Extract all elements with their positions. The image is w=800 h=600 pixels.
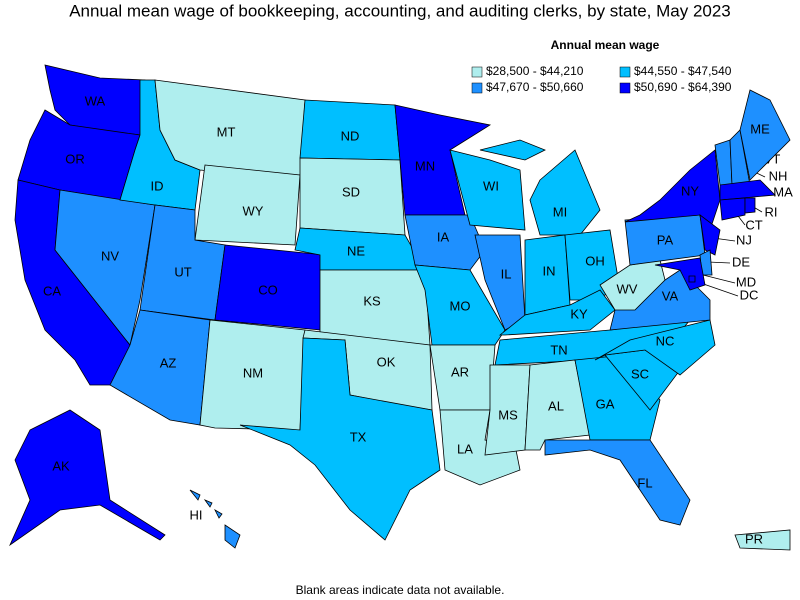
state: [734, 529, 791, 551]
state: [479, 139, 546, 161]
state: [719, 197, 746, 221]
state: [449, 149, 526, 231]
state-label: MI: [553, 204, 567, 219]
state-label: AZ: [160, 355, 177, 370]
state-label: WY: [243, 203, 264, 218]
title: Annual mean wage of bookkeeping, account…: [69, 1, 731, 20]
state-label: WI: [483, 178, 499, 193]
state-label: WV: [617, 281, 638, 296]
state-label: CO: [258, 282, 278, 297]
state-label: OR: [65, 151, 85, 166]
state-label: SC: [631, 366, 649, 381]
state-label: LA: [457, 441, 473, 456]
state-label: AR: [451, 364, 469, 379]
state: [394, 104, 492, 216]
state-label: NE: [347, 243, 365, 258]
state-label: CT: [745, 217, 762, 232]
legend-label: $50,690 - $64,390: [634, 80, 732, 94]
state-label: AL: [548, 398, 564, 413]
state-label: NY: [681, 183, 699, 198]
state-label: HI: [190, 507, 203, 522]
state: [699, 214, 721, 256]
state: [214, 508, 223, 519]
state: [484, 364, 531, 456]
state-label: AK: [52, 458, 70, 473]
state-label: ID: [151, 178, 164, 193]
state-label: KS: [363, 293, 381, 308]
state-label: NH: [769, 168, 788, 183]
state: [719, 179, 776, 201]
legend-swatch: [619, 82, 631, 94]
state: [404, 214, 486, 271]
state: [688, 275, 696, 283]
state: [544, 439, 691, 526]
state: [498, 289, 616, 336]
state: [744, 197, 756, 214]
legend-label: $47,670 - $50,660: [486, 80, 584, 94]
legend-label: $28,500 - $44,210: [486, 64, 584, 78]
state-label: CA: [43, 283, 61, 298]
state-label: VA: [662, 288, 679, 303]
state: [189, 489, 201, 501]
state: [194, 164, 301, 246]
legend-swatch: [471, 82, 483, 94]
state: [239, 337, 441, 541]
state-label: PR: [745, 531, 763, 546]
state-label: IL: [501, 266, 512, 281]
legend-title: Annual mean wage: [551, 38, 660, 52]
state-label: TX: [350, 429, 367, 444]
state-label: IA: [437, 229, 450, 244]
state-label: NC: [656, 333, 675, 348]
state-label: OH: [585, 253, 605, 268]
state: [224, 524, 241, 549]
state-label: IN: [543, 263, 556, 278]
legend-label: $44,550 - $47,540: [634, 64, 732, 78]
state-label: SD: [342, 184, 360, 199]
state-label: DE: [732, 254, 750, 269]
state-label: KY: [570, 306, 588, 321]
state-label: MT: [217, 124, 236, 139]
state: [529, 149, 601, 236]
state: [203, 499, 213, 508]
state: [739, 89, 791, 181]
state-label: NV: [101, 248, 119, 263]
state-label: MS: [498, 407, 518, 422]
state-label: MN: [415, 158, 435, 173]
legend-swatch: [619, 66, 631, 78]
state-label: FL: [637, 475, 652, 490]
state-label: PA: [657, 232, 674, 247]
state-label: WA: [85, 93, 106, 108]
state-label: DC: [740, 287, 759, 302]
state-label: TN: [550, 342, 567, 357]
state: [9, 409, 166, 547]
state-label: MO: [450, 298, 471, 313]
state-label: GA: [596, 396, 615, 411]
state-label: MD: [736, 274, 756, 289]
state-label: UT: [174, 264, 191, 279]
state: [594, 319, 716, 376]
state-label: ND: [341, 128, 360, 143]
state-label: RI: [765, 204, 778, 219]
state-label: NJ: [736, 232, 752, 247]
footnote: Blank areas indicate data not available.: [296, 583, 505, 597]
state-label: MA: [773, 184, 793, 199]
state-label: NM: [243, 365, 263, 380]
state-label: OK: [377, 354, 396, 369]
legend-swatch: [471, 66, 483, 78]
state-label: ME: [750, 121, 770, 136]
